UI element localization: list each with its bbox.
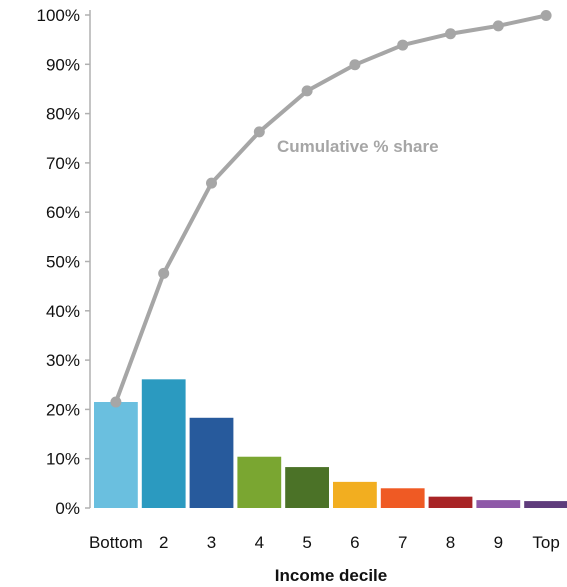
bar-bottom <box>94 402 138 508</box>
y-tick-label: 0% <box>55 499 80 518</box>
y-tick-label: 50% <box>46 253 80 272</box>
bar-7 <box>380 488 425 508</box>
x-tick-label: 4 <box>255 533 264 552</box>
cumulative-point <box>110 396 122 408</box>
y-tick-label: 30% <box>46 351 80 370</box>
y-axis: 0% 10% 20% 30% 40% 50% 60% 70% 80% 90% 100% <box>37 6 91 518</box>
x-tick-label: 9 <box>494 533 503 552</box>
y-tick-label: 10% <box>46 450 80 469</box>
bar-4 <box>237 456 282 508</box>
cumulative-point <box>158 267 170 279</box>
x-tick-label: Top <box>532 533 559 552</box>
bar-9 <box>476 500 521 508</box>
bars-group <box>94 379 567 508</box>
x-tick-label: Bottom <box>89 533 143 552</box>
bar-3 <box>189 417 234 508</box>
y-tick-label: 100% <box>37 6 80 25</box>
cumulative-point <box>349 59 361 71</box>
bar-2 <box>141 379 186 508</box>
x-tick-label: 2 <box>159 533 168 552</box>
cumulative-point <box>397 39 409 51</box>
cumulative-point <box>206 177 217 189</box>
cumulative-line <box>114 13 547 403</box>
x-tick-label: 7 <box>398 533 407 552</box>
x-tick-label: 3 <box>207 533 216 552</box>
cumulative-point <box>492 20 504 32</box>
bar-top <box>524 501 567 508</box>
cumulative-point <box>253 126 265 138</box>
y-tick-label: 90% <box>46 55 80 74</box>
x-axis-tick-labels: Bottom 2 3 4 5 6 7 8 9 Top <box>89 533 560 552</box>
bar-8 <box>428 496 473 508</box>
x-tick-label: 5 <box>302 533 311 552</box>
cumulative-share-annotation: Cumulative % share <box>277 137 439 156</box>
cumulative-point <box>540 9 552 21</box>
y-tick-label: 60% <box>46 203 80 222</box>
y-tick-label: 40% <box>46 302 80 321</box>
cumulative-line-group <box>110 9 552 408</box>
cumulative-point <box>301 85 313 97</box>
y-tick-label: 20% <box>46 400 80 419</box>
bar-6 <box>333 481 377 508</box>
cumulative-point <box>445 28 456 40</box>
y-tick-label: 80% <box>46 105 80 124</box>
x-tick-label: 8 <box>446 533 455 552</box>
x-tick-label: 6 <box>350 533 359 552</box>
y-tick-label: 70% <box>46 154 80 173</box>
bar-5 <box>285 467 329 508</box>
x-axis-title: Income decile <box>275 566 387 585</box>
